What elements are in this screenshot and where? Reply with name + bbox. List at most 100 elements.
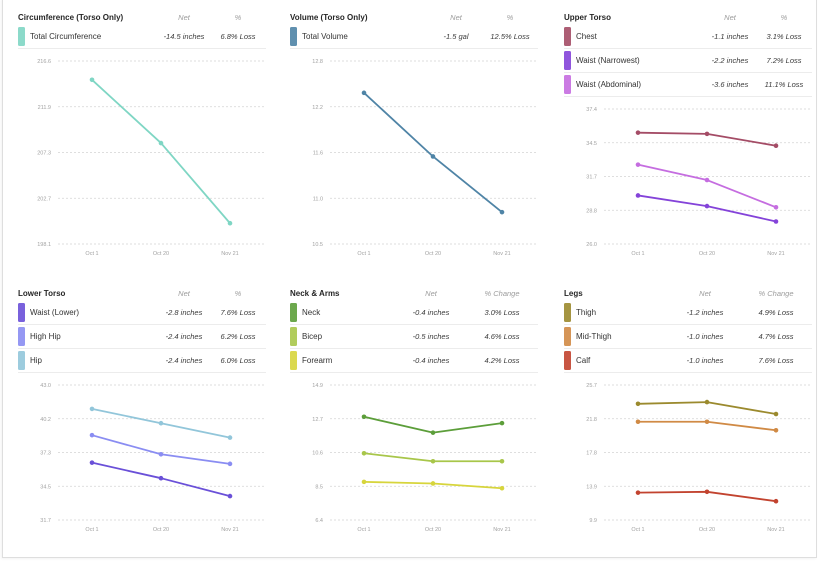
net-change-value: -0.4 inches <box>412 356 450 365</box>
data-point-forearm-oct-20[interactable] <box>430 481 436 486</box>
legend-row-total-circumference[interactable]: Total Circumference -14.5 inches 6.8% Loss <box>18 25 266 49</box>
net-column-header: Net <box>724 13 736 22</box>
y-tick-label: 34.5 <box>586 141 597 147</box>
net-change-value: -0.5 inches <box>412 332 450 341</box>
legend-row-mid-thigh[interactable]: Mid-Thigh -1.0 inches 4.7% Loss <box>564 325 812 349</box>
data-point-calf-nov-21[interactable] <box>773 498 779 504</box>
data-point-mid-thigh-nov-21[interactable] <box>773 427 779 433</box>
data-point-forearm-oct-1[interactable] <box>361 479 367 485</box>
data-point-thigh-oct-20[interactable] <box>704 399 710 405</box>
legend-label-cell: Waist (Lower) <box>18 301 158 324</box>
y-tick-label: 11.0 <box>313 196 323 202</box>
data-point-waist-lower-oct-20[interactable] <box>158 475 164 481</box>
data-point-high-hip-oct-20[interactable] <box>158 451 164 457</box>
y-tick-label: 14.9 <box>312 383 323 389</box>
legend-label-cell: Total Circumference <box>18 25 158 48</box>
data-point-calf-oct-20[interactable] <box>704 489 710 495</box>
data-point-total-volume-oct-20[interactable] <box>430 154 436 159</box>
data-point-chest-oct-1[interactable] <box>635 130 641 135</box>
legend-row-waist-lower[interactable]: Waist (Lower) -2.8 inches 7.6% Loss <box>18 301 266 325</box>
data-point-bicep-oct-1[interactable] <box>361 450 367 456</box>
data-point-calf-oct-1[interactable] <box>635 490 641 495</box>
data-point-bicep-nov-21[interactable] <box>499 458 505 464</box>
percent-column-header: % Change <box>758 289 794 298</box>
legend-row-waist-narrowest[interactable]: Waist (Narrowest) -2.2 inches 7.2% Loss <box>564 49 812 73</box>
x-tick-label: Nov 21 <box>767 527 784 533</box>
legend-row-bicep[interactable]: Bicep -0.5 inches 4.6% Loss <box>290 325 538 349</box>
percent-change-value: 11.1% Loss <box>764 80 804 89</box>
series-name: Waist (Narrowest) <box>576 56 640 65</box>
y-tick-label: 34.5 <box>40 484 51 490</box>
legend-row-calf[interactable]: Calf -1.0 inches 7.6% Loss <box>564 349 812 373</box>
data-point-waist-abdominal-nov-21[interactable] <box>773 204 779 210</box>
legend-row-high-hip[interactable]: High Hip -2.4 inches 6.2% Loss <box>18 325 266 349</box>
data-point-waist-narrowest-oct-1[interactable] <box>635 193 641 198</box>
data-point-total-volume-oct-1[interactable] <box>361 90 367 96</box>
percent-change-value: 6.8% Loss <box>220 32 256 41</box>
legend-row-chest[interactable]: Chest -1.1 inches 3.1% Loss <box>564 25 812 49</box>
legend-row-total-volume[interactable]: Total Volume -1.5 gal 12.5% Loss <box>290 25 538 49</box>
legend-header-row: Lower Torso Net% <box>18 286 266 301</box>
legend-label-cell: Hip <box>18 349 158 372</box>
high-hip-color-swatch <box>18 327 25 346</box>
x-tick-label: Oct 1 <box>357 251 370 257</box>
series-name: Total Circumference <box>30 32 102 41</box>
legend-row-neck[interactable]: Neck -0.4 inches 3.0% Loss <box>290 301 538 325</box>
data-point-waist-lower-nov-21[interactable] <box>227 493 233 499</box>
data-point-neck-nov-21[interactable] <box>499 420 505 426</box>
data-point-forearm-nov-21[interactable] <box>499 485 505 491</box>
net-change-value: -1.0 inches <box>686 356 724 365</box>
data-point-hip-oct-1[interactable] <box>89 406 95 412</box>
data-point-neck-oct-20[interactable] <box>430 430 436 435</box>
percent-change-value: 12.5% Loss <box>490 32 530 41</box>
series-name: Waist (Abdominal) <box>576 80 642 89</box>
percent-change-value: 7.6% Loss <box>220 308 256 317</box>
legend-header-row: Neck & Arms Net % Change <box>290 286 538 301</box>
net-change-value: -2.4 inches <box>165 332 203 341</box>
data-point-high-hip-nov-21[interactable] <box>227 461 233 467</box>
data-point-total-volume-nov-21[interactable] <box>499 209 505 215</box>
legend-table: Volume (Torso Only) Net% Total Volume -1.5 … <box>290 10 538 49</box>
data-point-thigh-oct-1[interactable] <box>635 401 641 407</box>
data-point-total-circumference-oct-20[interactable] <box>158 140 164 146</box>
data-point-thigh-nov-21[interactable] <box>773 411 779 417</box>
data-point-hip-oct-20[interactable] <box>158 420 164 426</box>
legend-row-forearm[interactable]: Forearm -0.4 inches 4.2% Loss <box>290 349 538 373</box>
data-point-waist-abdominal-oct-20[interactable] <box>704 177 710 183</box>
data-point-mid-thigh-oct-20[interactable] <box>704 419 710 425</box>
data-point-mid-thigh-oct-1[interactable] <box>635 419 641 425</box>
panel-title: Neck & Arms <box>290 289 340 298</box>
data-point-waist-narrowest-nov-21[interactable] <box>773 219 779 224</box>
data-point-waist-abdominal-oct-1[interactable] <box>635 162 641 167</box>
data-point-waist-narrowest-oct-20[interactable] <box>704 203 710 209</box>
waist-lower-color-swatch <box>18 303 25 322</box>
legend-row-hip[interactable]: Hip -2.4 inches 6.0% Loss <box>18 349 266 373</box>
x-tick-label: Nov 21 <box>767 251 784 257</box>
data-point-chest-oct-20[interactable] <box>704 131 710 137</box>
y-tick-label: 40.2 <box>40 417 51 423</box>
panel-upper-torso: 37.4 34.5 31.7 28.8 26.0 Oct 1 Oct 20 Nov 21 Upp… <box>564 10 814 265</box>
legend-row-thigh[interactable]: Thigh -1.2 inches 4.9% Loss <box>564 301 812 325</box>
line-chart-neck-arms: 14.9 12.7 10.6 8.5 6.4 Oct 1 Oct 20 Nov 21 <box>312 383 538 533</box>
total-circumference-color-swatch <box>18 27 25 46</box>
legend-label-cell: Waist (Narrowest) <box>564 49 704 72</box>
net-change-value: -14.5 inches <box>163 32 205 41</box>
data-point-chest-nov-21[interactable] <box>773 143 779 149</box>
data-point-hip-nov-21[interactable] <box>227 435 233 440</box>
percent-change-value: 6.0% Loss <box>220 356 256 365</box>
data-point-neck-oct-1[interactable] <box>361 414 367 420</box>
percent-change-value: 3.1% Loss <box>766 32 802 41</box>
panel-title: Legs <box>564 289 583 298</box>
data-point-waist-lower-oct-1[interactable] <box>89 460 95 465</box>
net-change-value: -1.5 gal <box>443 32 469 41</box>
legend-table: Legs Net % Change Thigh -1.2 inches 4.9% Loss… <box>564 286 812 373</box>
line-chart-circumference-torso-only: 216.6 211.9 207.3 202.7 198.1 Oct 1 Oct 20 Nov … <box>37 59 266 257</box>
legend-row-waist-abdominal[interactable]: Waist (Abdominal) -3.6 inches 11.1% Loss <box>564 73 812 97</box>
data-point-total-circumference-nov-21[interactable] <box>227 220 233 226</box>
series-line-total-volume <box>363 91 503 214</box>
data-point-bicep-oct-20[interactable] <box>430 458 436 464</box>
data-point-total-circumference-oct-1[interactable] <box>89 77 95 83</box>
data-point-high-hip-oct-1[interactable] <box>89 432 95 438</box>
forearm-color-swatch <box>290 351 297 370</box>
